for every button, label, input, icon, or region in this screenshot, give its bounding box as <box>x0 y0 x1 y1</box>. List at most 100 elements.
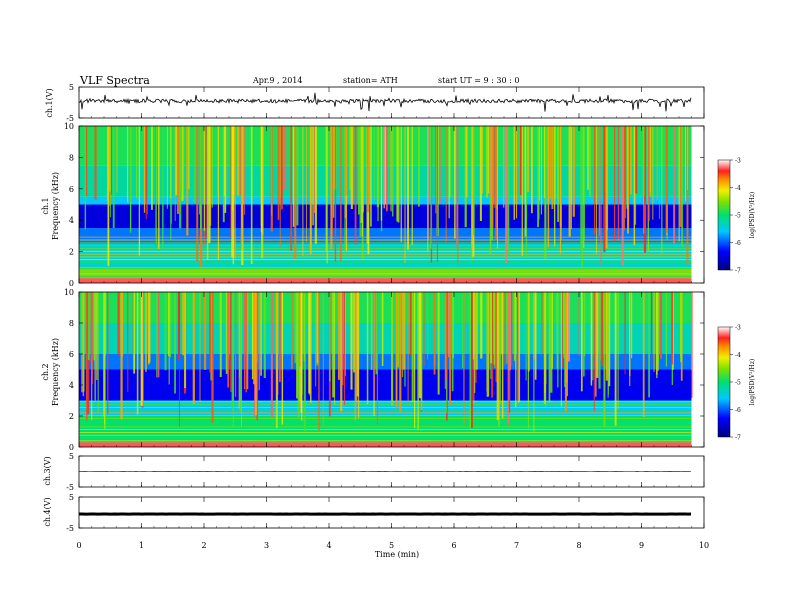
sferic-streak <box>448 126 450 219</box>
x-tick-label: 5 <box>389 541 394 550</box>
sferic-streak <box>653 292 655 372</box>
sferic-streak <box>294 292 296 363</box>
sferic-streak <box>240 126 241 196</box>
sferic-streak <box>543 126 545 199</box>
sferic-streak <box>85 126 88 197</box>
sferic-streak <box>278 292 281 383</box>
sferic-streak <box>661 126 663 254</box>
sferic-streak <box>385 126 388 212</box>
sferic-streak <box>151 126 153 210</box>
sferic-streak <box>486 292 489 397</box>
colorbar-tick-label: -3 <box>735 325 741 332</box>
sferic-streak <box>155 126 157 245</box>
sferic-streak <box>136 292 139 415</box>
sferic-streak <box>656 292 658 379</box>
sferic-streak <box>223 126 225 222</box>
sferic-streak <box>495 126 498 241</box>
sferic-streak <box>418 126 420 207</box>
sferic-streak <box>617 126 620 240</box>
sferic-streak <box>541 292 543 355</box>
sferic-streak <box>258 292 260 391</box>
sferic-streak <box>375 292 378 375</box>
psd-band <box>79 369 692 401</box>
sferic-streak <box>175 126 178 196</box>
sferic-streak <box>343 292 345 405</box>
sferic-streak <box>525 292 527 381</box>
sferic-streak <box>411 126 413 246</box>
sferic-streak <box>81 292 83 393</box>
sferic-streak <box>658 126 660 219</box>
sferic-streak <box>617 292 619 410</box>
sferic-streak <box>449 126 451 198</box>
sferic-streak <box>239 292 242 412</box>
sferic-streak <box>329 292 331 382</box>
sferic-streak <box>251 292 254 380</box>
sferic-streak <box>414 292 416 429</box>
sferic-streak <box>515 292 517 407</box>
sferic-streak <box>168 292 170 385</box>
sferic-streak <box>244 126 246 215</box>
sferic-streak <box>624 292 626 375</box>
sferic-streak <box>603 126 606 253</box>
sferic-streak <box>563 292 565 359</box>
sferic-streak <box>281 126 283 210</box>
sferic-streak <box>225 292 228 374</box>
sferic-streak <box>354 292 357 421</box>
sferic-streak <box>158 126 160 249</box>
sferic-streak <box>196 126 199 261</box>
sferic-streak <box>366 292 369 405</box>
colorbar-tick-label: -7 <box>735 268 741 275</box>
sferic-streak <box>334 292 336 405</box>
y-tick-label: 2 <box>69 412 74 421</box>
x-tick-label: 10 <box>699 541 709 550</box>
ch1-waveform-panel: 5 -5 ch.1(V) <box>45 83 705 123</box>
sferic-streak <box>510 292 513 367</box>
sferic-streak <box>665 292 668 367</box>
sferic-streak <box>485 126 489 198</box>
sferic-streak <box>370 126 372 227</box>
sferic-streak <box>419 292 422 399</box>
sferic-streak <box>679 126 682 228</box>
sferic-streak <box>354 292 356 421</box>
sferic-streak <box>537 126 540 228</box>
sferic-streak <box>633 126 636 246</box>
sferic-streak <box>454 126 456 239</box>
sferic-streak <box>396 126 399 222</box>
sferic-streak <box>581 126 583 268</box>
psd-band <box>79 292 692 323</box>
sferic-streak <box>427 126 429 240</box>
sferic-streak <box>232 126 235 265</box>
sferic-streak <box>94 126 97 200</box>
sferic-streak <box>82 292 85 392</box>
sferic-streak <box>238 292 240 409</box>
sferic-streak <box>471 126 473 249</box>
sferic-streak <box>465 126 468 198</box>
sferic-streak <box>502 126 505 208</box>
x-tick-label: 6 <box>451 541 456 550</box>
sferic-streak <box>487 126 490 194</box>
sferic-streak <box>297 292 300 417</box>
sferic-streak <box>559 126 562 254</box>
sferic-streak <box>595 126 597 255</box>
sferic-streak <box>519 126 522 196</box>
sferic-streak <box>200 126 202 230</box>
sferic-streak <box>570 126 572 229</box>
sferic-streak <box>230 126 232 238</box>
sferic-streak <box>246 292 249 390</box>
sferic-streak <box>472 292 474 360</box>
sferic-streak <box>216 126 219 195</box>
sferic-streak <box>359 126 361 238</box>
sferic-streak <box>404 126 406 263</box>
sferic-streak <box>361 126 364 237</box>
sferic-streak <box>601 292 604 367</box>
sferic-streak <box>233 126 235 195</box>
sferic-streak <box>445 126 447 242</box>
sferic-streak <box>515 126 518 219</box>
sferic-streak <box>156 292 158 378</box>
sferic-streak <box>489 126 491 199</box>
sferic-streak <box>193 126 196 203</box>
sferic-streak <box>583 292 585 377</box>
sferic-streak <box>337 292 340 380</box>
x-tick-label: 1 <box>139 541 144 550</box>
